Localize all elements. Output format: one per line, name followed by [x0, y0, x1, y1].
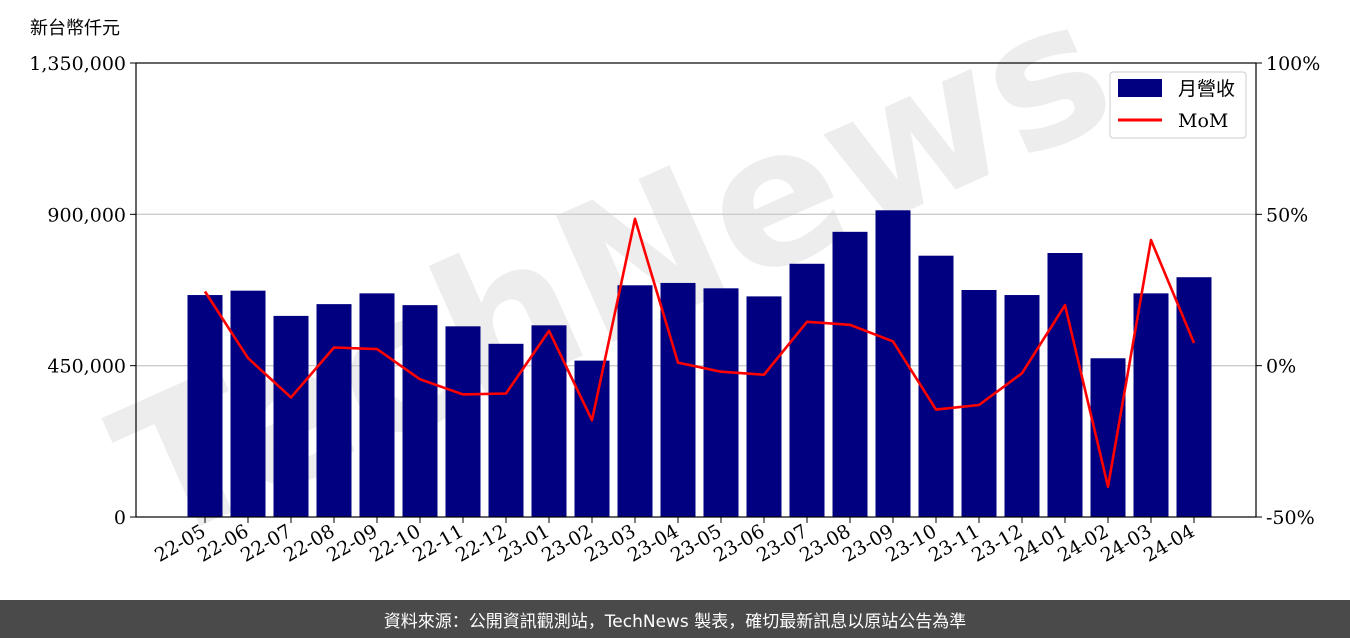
- revenue-bar: [273, 315, 309, 517]
- revenue-bar: [1133, 293, 1169, 517]
- legend-bar-label: 月營收: [1178, 78, 1235, 100]
- legend: 月營收 MoM: [1109, 71, 1247, 139]
- line-series: [203, 217, 1196, 489]
- y-left-unit-label: 新台幣仟元: [30, 18, 120, 39]
- y-right-axis: -50% 0% 50% 100%: [1256, 53, 1320, 529]
- source-text: 資料來源：公開資訊觀測站，TechNews 製表，確切最新訊息以原站公告為準: [383, 611, 967, 632]
- legend-bar-swatch: [1118, 79, 1162, 97]
- source-footer: 資料來源：公開資訊觀測站，TechNews 製表，確切最新訊息以原站公告為準: [0, 600, 1350, 638]
- revenue-bar: [574, 360, 610, 517]
- revenue-bar: [617, 285, 653, 517]
- bar-series: [187, 210, 1212, 518]
- y-right-tick-label: 100%: [1266, 53, 1320, 75]
- x-tick-label: 24-04: [1140, 520, 1198, 566]
- chart: 新台幣仟元 0 450,000 900,000 1,350,000 -50% 0% 50%…: [29, 18, 1320, 567]
- y-right-tick-label: -50%: [1266, 507, 1315, 529]
- y-left-tick-label: 900,000: [47, 204, 126, 226]
- y-left-axis: 0 450,000 900,000 1,350,000: [29, 53, 136, 529]
- revenue-bar: [359, 293, 395, 517]
- revenue-bar: [1047, 253, 1083, 518]
- revenue-bar: [918, 255, 954, 517]
- revenue-bar: [445, 326, 481, 517]
- y-right-tick-label: 50%: [1266, 204, 1308, 226]
- revenue-bar: [875, 210, 911, 517]
- y-left-tick-label: 0: [114, 507, 126, 529]
- revenue-bar: [230, 290, 266, 517]
- revenue-bar: [703, 288, 739, 517]
- plot-frame: [135, 62, 1257, 518]
- legend-line-label: MoM: [1178, 110, 1228, 132]
- x-axis: 22-0522-0622-0722-0822-0922-1022-1122-12…: [151, 517, 1199, 567]
- mom-line: [203, 217, 1196, 489]
- revenue-bar: [402, 305, 438, 517]
- y-right-tick-label: 0%: [1266, 356, 1296, 378]
- y-left-tick-label: 450,000: [47, 356, 126, 378]
- revenue-bar: [1004, 295, 1040, 517]
- revenue-bar: [746, 296, 782, 517]
- revenue-bar: [789, 263, 825, 517]
- y-left-tick-label: 1,350,000: [29, 53, 126, 75]
- revenue-bar: [316, 304, 352, 517]
- revenue-bar: [488, 343, 524, 517]
- revenue-bar: [187, 295, 223, 517]
- revenue-bar: [832, 231, 868, 517]
